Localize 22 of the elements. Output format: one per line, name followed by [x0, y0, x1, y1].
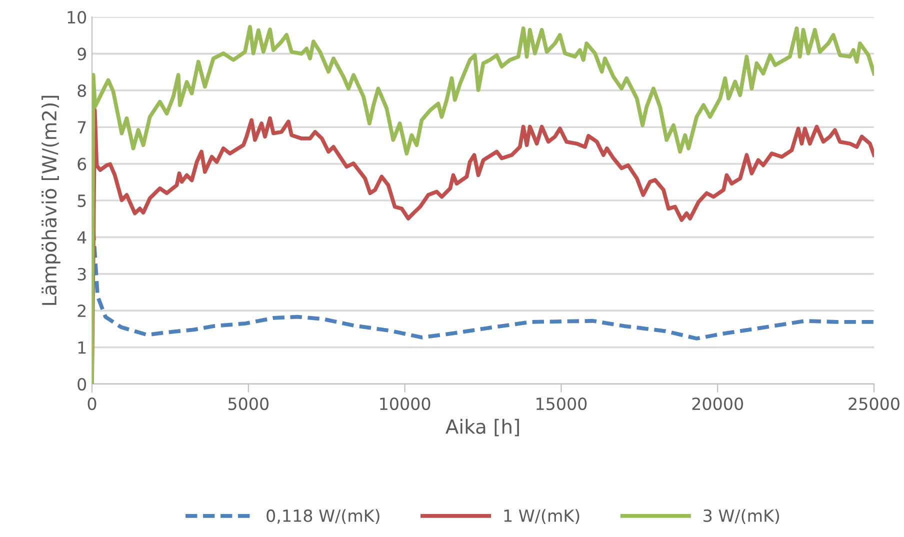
- y-tick-label: 7: [78, 121, 86, 134]
- y-tick-label: 9: [78, 48, 86, 60]
- y-tick-label: 6: [78, 158, 86, 170]
- y-tick-label: 10: [68, 10, 86, 24]
- y-tick-label: 0: [78, 378, 86, 391]
- y-tick-label: 2: [78, 304, 86, 317]
- x-tick-label: 15000: [536, 397, 587, 410]
- y-axis-title: Lämpöhäviö [W/(m2)]: [42, 96, 60, 305]
- legend-label: 1 W/(mK): [504, 509, 580, 524]
- x-tick-label: 20000: [692, 397, 743, 410]
- y-tick-label: 1: [78, 341, 86, 354]
- x-tick-label: 10000: [380, 397, 430, 410]
- y-tick-label: 4: [77, 231, 86, 244]
- y-tick-label: 3: [78, 268, 86, 280]
- y-tick-label: 5: [78, 194, 86, 208]
- x-tick-label: 25000: [848, 397, 900, 410]
- legend-label: 0,118 W/(mK): [266, 509, 380, 524]
- legend-label: 3 W/(mK): [704, 509, 780, 524]
- x-tick-label: 0: [88, 397, 96, 410]
- x-axis-title: Aika [h]: [446, 418, 519, 436]
- x-tick-label: 5000: [228, 397, 268, 410]
- y-tick-label: 8: [78, 84, 86, 97]
